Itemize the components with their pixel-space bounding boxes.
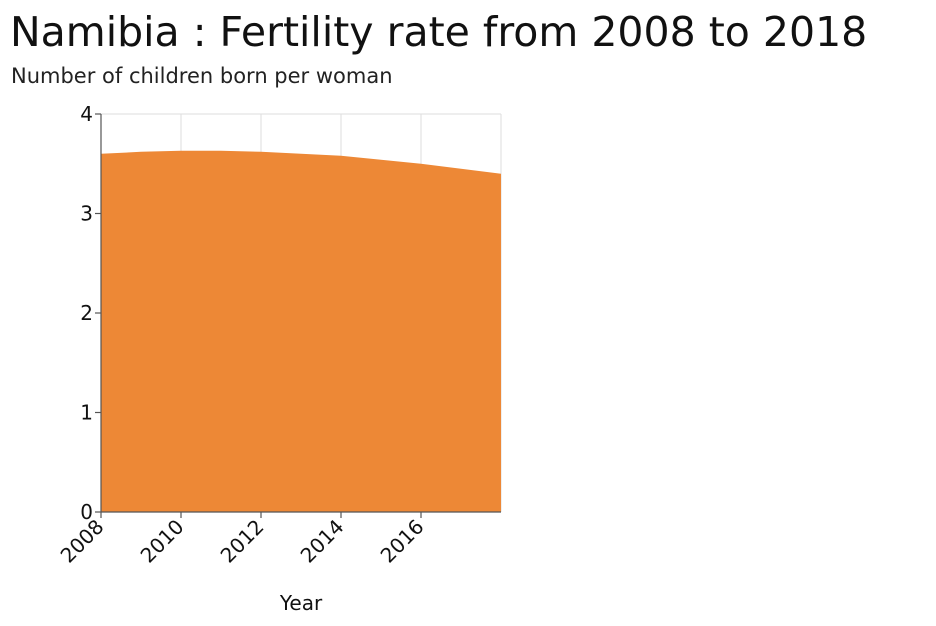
x-tick-label: 2010 [136,515,189,568]
axes [95,113,501,518]
y-tick-labels: 0 1 2 3 4 [80,102,93,524]
x-tick-label: 2014 [296,515,349,568]
y-tick-label: 3 [80,202,93,226]
y-tick-label: 4 [80,102,93,126]
x-axis-title: Year [279,591,323,615]
x-tick-labels: 2008 2010 2012 2014 2016 [56,515,429,568]
x-tick-label: 2016 [376,515,429,568]
y-tick-label: 2 [80,301,93,325]
x-tick-label: 2012 [216,515,269,568]
y-tick-label: 1 [80,401,93,425]
fertility-area [101,150,501,512]
chart-title: Namibia : Fertility rate from 2008 to 20… [10,8,868,56]
y-axis-title: Number of children born per woman [11,64,393,88]
y-tick-label: 0 [80,500,93,524]
